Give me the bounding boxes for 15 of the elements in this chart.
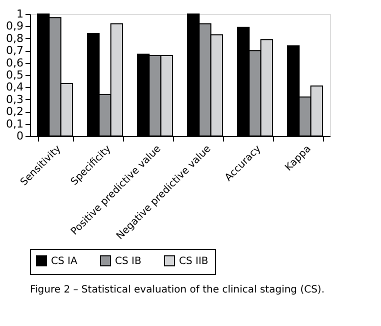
legend-label: CS IIB: [179, 256, 208, 267]
y-tick-label: 0,6: [6, 56, 24, 70]
y-tick-label: 0: [16, 130, 24, 142]
y-tick-label: 0,7: [6, 44, 24, 58]
y-tick-label: 0,3: [6, 92, 24, 106]
y-tick-label: 0,9: [6, 20, 24, 33]
y-tick-label: 1: [16, 8, 24, 20]
y-tick-label: 0,5: [6, 68, 24, 82]
y-tick-label: 0,4: [6, 80, 24, 94]
y-tick-label: 0,2: [6, 105, 24, 118]
legend-label: CS IB: [115, 256, 142, 267]
legend-label: CS IA: [51, 256, 78, 267]
y-tick-label: 0,1: [6, 117, 24, 130]
caption: Figure 2 – Statistical evaluation of the clinical staging (CS).: [30, 284, 325, 296]
y-tick-label: 0,8: [6, 32, 24, 45]
